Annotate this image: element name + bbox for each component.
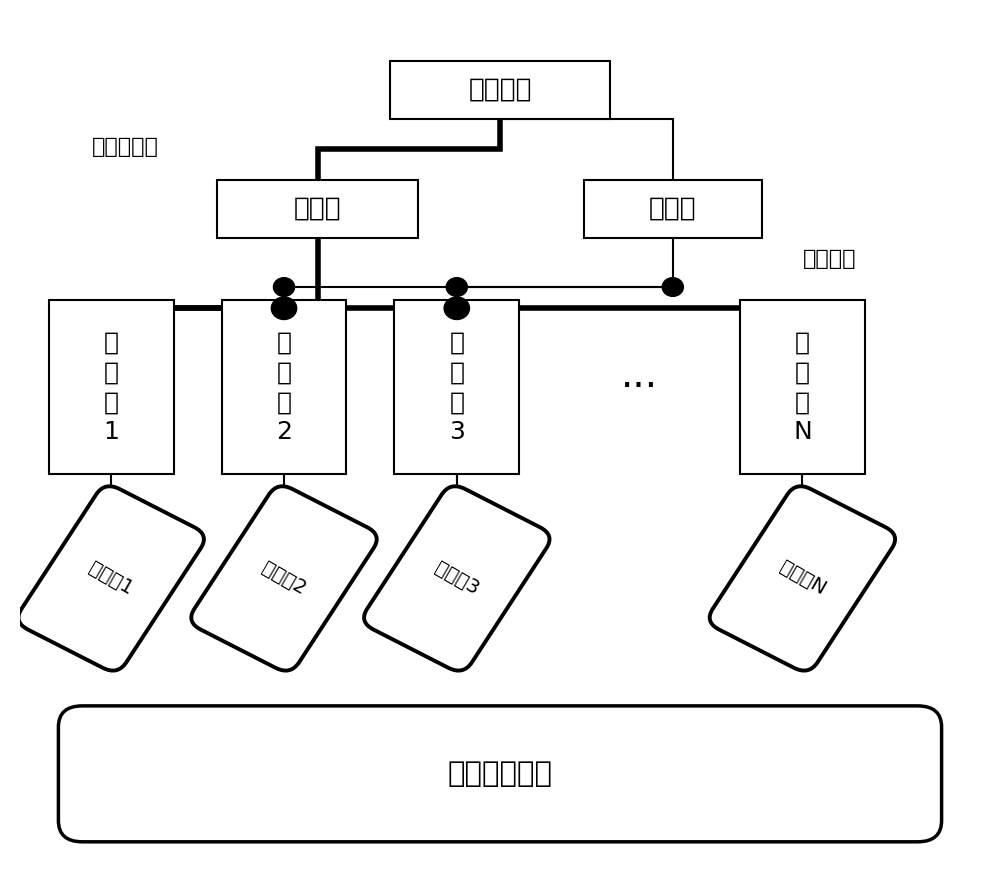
Text: 同步机: 同步机: [649, 196, 697, 222]
Text: 同步信号: 同步信号: [802, 249, 856, 269]
Text: 工业以太网: 工业以太网: [92, 137, 159, 157]
Circle shape: [444, 297, 469, 319]
Circle shape: [662, 278, 683, 296]
Text: 大型光学系统: 大型光学系统: [448, 760, 552, 788]
FancyBboxPatch shape: [222, 300, 346, 474]
Text: ···: ···: [621, 368, 658, 406]
FancyBboxPatch shape: [217, 180, 418, 238]
Text: 取样点1: 取样点1: [86, 558, 137, 598]
FancyBboxPatch shape: [58, 706, 942, 842]
FancyBboxPatch shape: [710, 486, 895, 671]
FancyBboxPatch shape: [390, 61, 610, 119]
Text: 取样点2: 取样点2: [259, 558, 309, 598]
Text: 取样点3: 取样点3: [431, 558, 482, 598]
Circle shape: [271, 297, 297, 319]
FancyBboxPatch shape: [394, 300, 519, 474]
FancyBboxPatch shape: [364, 486, 550, 671]
FancyBboxPatch shape: [18, 486, 204, 671]
Text: 功
率
计
1: 功 率 计 1: [103, 331, 119, 443]
Circle shape: [446, 278, 467, 296]
Text: 功
率
计
N: 功 率 计 N: [793, 331, 812, 443]
Text: 功
率
计
3: 功 率 计 3: [449, 331, 465, 443]
Text: 交换机: 交换机: [294, 196, 341, 222]
FancyBboxPatch shape: [740, 300, 865, 474]
FancyBboxPatch shape: [49, 300, 174, 474]
Text: 取样点N: 取样点N: [776, 558, 829, 599]
FancyBboxPatch shape: [191, 486, 377, 671]
Circle shape: [273, 278, 295, 296]
Text: 功
率
计
2: 功 率 计 2: [276, 331, 292, 443]
Text: 现场主机: 现场主机: [468, 77, 532, 103]
FancyBboxPatch shape: [584, 180, 762, 238]
